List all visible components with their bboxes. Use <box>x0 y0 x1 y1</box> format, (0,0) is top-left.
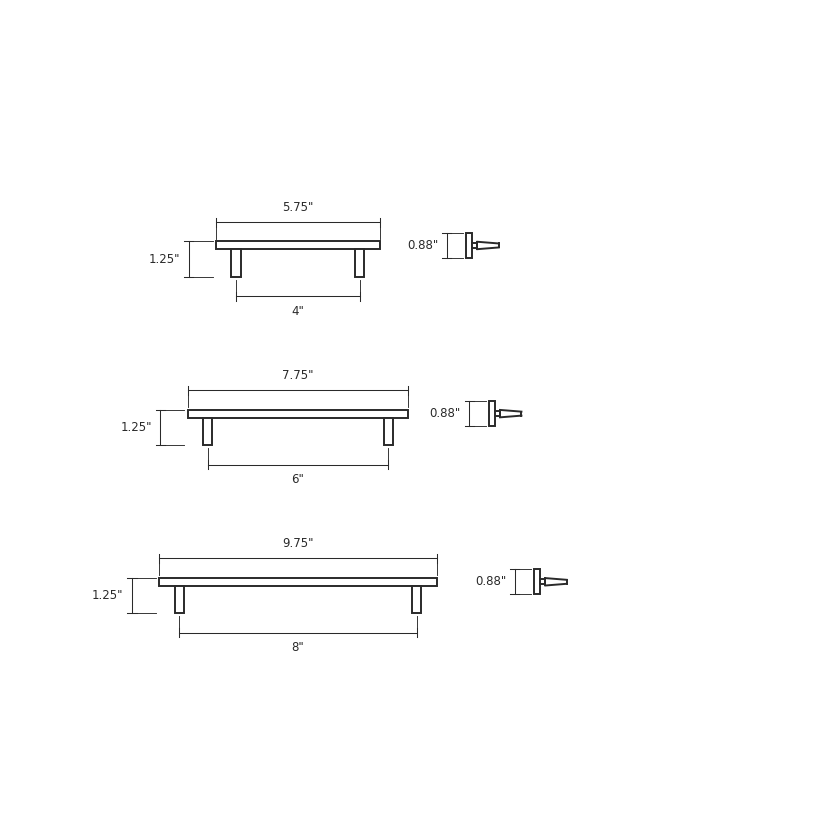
Bar <box>384 417 393 445</box>
Bar <box>203 417 213 445</box>
Text: 0.88": 0.88" <box>429 407 461 420</box>
Text: 1.25": 1.25" <box>121 421 152 434</box>
Bar <box>495 411 500 416</box>
Text: 0.88": 0.88" <box>407 239 438 252</box>
Bar <box>534 570 540 595</box>
Bar <box>412 585 422 613</box>
Text: 8": 8" <box>291 641 304 654</box>
Text: 6": 6" <box>291 473 304 486</box>
Bar <box>489 402 495 426</box>
Bar <box>187 410 408 417</box>
Text: 0.88": 0.88" <box>475 575 507 588</box>
Bar <box>472 243 477 248</box>
Text: 5.75": 5.75" <box>282 201 313 213</box>
Bar <box>232 249 240 277</box>
Text: 1.25": 1.25" <box>149 253 181 265</box>
Bar <box>355 249 365 277</box>
Text: 9.75": 9.75" <box>282 537 313 550</box>
Bar <box>466 233 472 258</box>
Bar <box>216 241 380 249</box>
Bar <box>540 580 545 585</box>
Text: 7.75": 7.75" <box>282 369 313 382</box>
Text: 4": 4" <box>291 305 304 318</box>
Text: 1.25": 1.25" <box>92 589 123 602</box>
Bar <box>159 578 437 585</box>
Bar <box>175 585 184 613</box>
